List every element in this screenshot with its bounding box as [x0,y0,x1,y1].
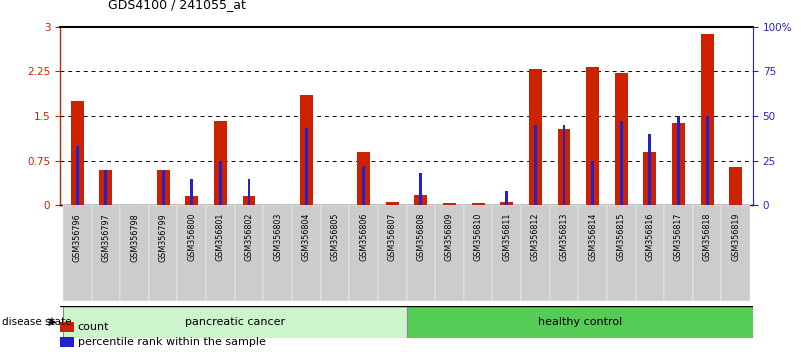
Text: disease state: disease state [2,317,71,327]
Text: GSM356808: GSM356808 [417,213,425,261]
Bar [693,205,722,301]
Bar [70,101,83,205]
Bar [501,202,513,205]
Bar [722,205,750,301]
Text: GSM356816: GSM356816 [646,213,654,261]
Bar [63,205,91,301]
Text: GSM356806: GSM356806 [359,213,368,261]
Text: GSM356799: GSM356799 [159,213,167,262]
Text: GSM356810: GSM356810 [473,213,482,261]
Bar [120,205,149,301]
Bar [91,205,120,301]
Text: GDS4100 / 241055_at: GDS4100 / 241055_at [108,0,246,11]
Bar [664,205,693,301]
Bar [493,205,521,301]
Bar [414,195,427,205]
Bar [635,205,664,301]
Text: GSM356809: GSM356809 [445,213,454,262]
Text: GSM356805: GSM356805 [331,213,340,262]
Bar [706,116,709,205]
Text: GSM356819: GSM356819 [731,213,740,262]
Bar [406,306,753,338]
Bar [529,69,541,205]
Text: pancreatic cancer: pancreatic cancer [185,317,285,327]
Bar [643,152,656,205]
Bar [99,170,112,205]
Bar [378,205,406,301]
Bar [305,129,308,205]
Bar [420,173,422,205]
Bar [292,205,320,301]
Bar [76,146,78,205]
Text: GSM356804: GSM356804 [302,213,311,261]
Bar [534,125,537,205]
Text: GSM356812: GSM356812 [531,213,540,262]
Text: GSM356815: GSM356815 [617,213,626,262]
Bar [586,67,599,205]
Bar [149,205,178,301]
Bar [219,161,222,205]
Bar [677,116,680,205]
Bar [63,306,406,338]
Text: GSM356802: GSM356802 [244,213,254,262]
Bar [591,161,594,205]
Bar [349,205,378,301]
Bar [505,191,508,205]
Text: GSM356800: GSM356800 [187,213,196,261]
Bar [104,170,107,205]
Bar [60,322,74,332]
Bar [264,205,292,301]
Text: percentile rank within the sample: percentile rank within the sample [78,337,266,347]
Bar [549,205,578,301]
Bar [562,125,566,205]
Bar [649,134,651,205]
Bar [435,205,464,301]
Bar [386,202,399,205]
Bar [472,203,485,205]
Bar [672,123,685,205]
Text: GSM356814: GSM356814 [588,213,597,261]
Text: GSM356811: GSM356811 [502,213,511,261]
Bar [162,170,164,205]
Bar [607,205,635,301]
Bar [235,205,264,301]
Text: GSM356813: GSM356813 [559,213,569,261]
Text: GSM356803: GSM356803 [273,213,282,261]
Text: GSM356801: GSM356801 [216,213,225,261]
Bar [521,205,549,301]
Text: GSM356797: GSM356797 [102,213,111,262]
Text: count: count [78,321,109,332]
Bar [248,178,251,205]
Bar [214,121,227,205]
Bar [60,337,74,347]
Text: GSM356817: GSM356817 [674,213,683,262]
Bar [243,196,256,205]
Bar [701,34,714,205]
Bar [406,205,435,301]
Bar [443,203,456,205]
Bar [730,167,743,205]
Text: GSM356807: GSM356807 [388,213,396,262]
Bar [206,205,235,301]
Text: healthy control: healthy control [537,317,622,327]
Bar [615,73,628,205]
Bar [300,95,312,205]
Text: GSM356798: GSM356798 [130,213,139,262]
Bar [464,205,493,301]
Bar [191,178,193,205]
Bar [320,205,349,301]
Text: GSM356796: GSM356796 [73,213,82,262]
Bar [185,196,198,205]
Bar [620,121,622,205]
Bar [178,205,206,301]
Bar [362,166,365,205]
Bar [557,129,570,205]
Bar [357,152,370,205]
Bar [578,205,607,301]
Bar [157,170,170,205]
Text: GSM356818: GSM356818 [702,213,711,261]
